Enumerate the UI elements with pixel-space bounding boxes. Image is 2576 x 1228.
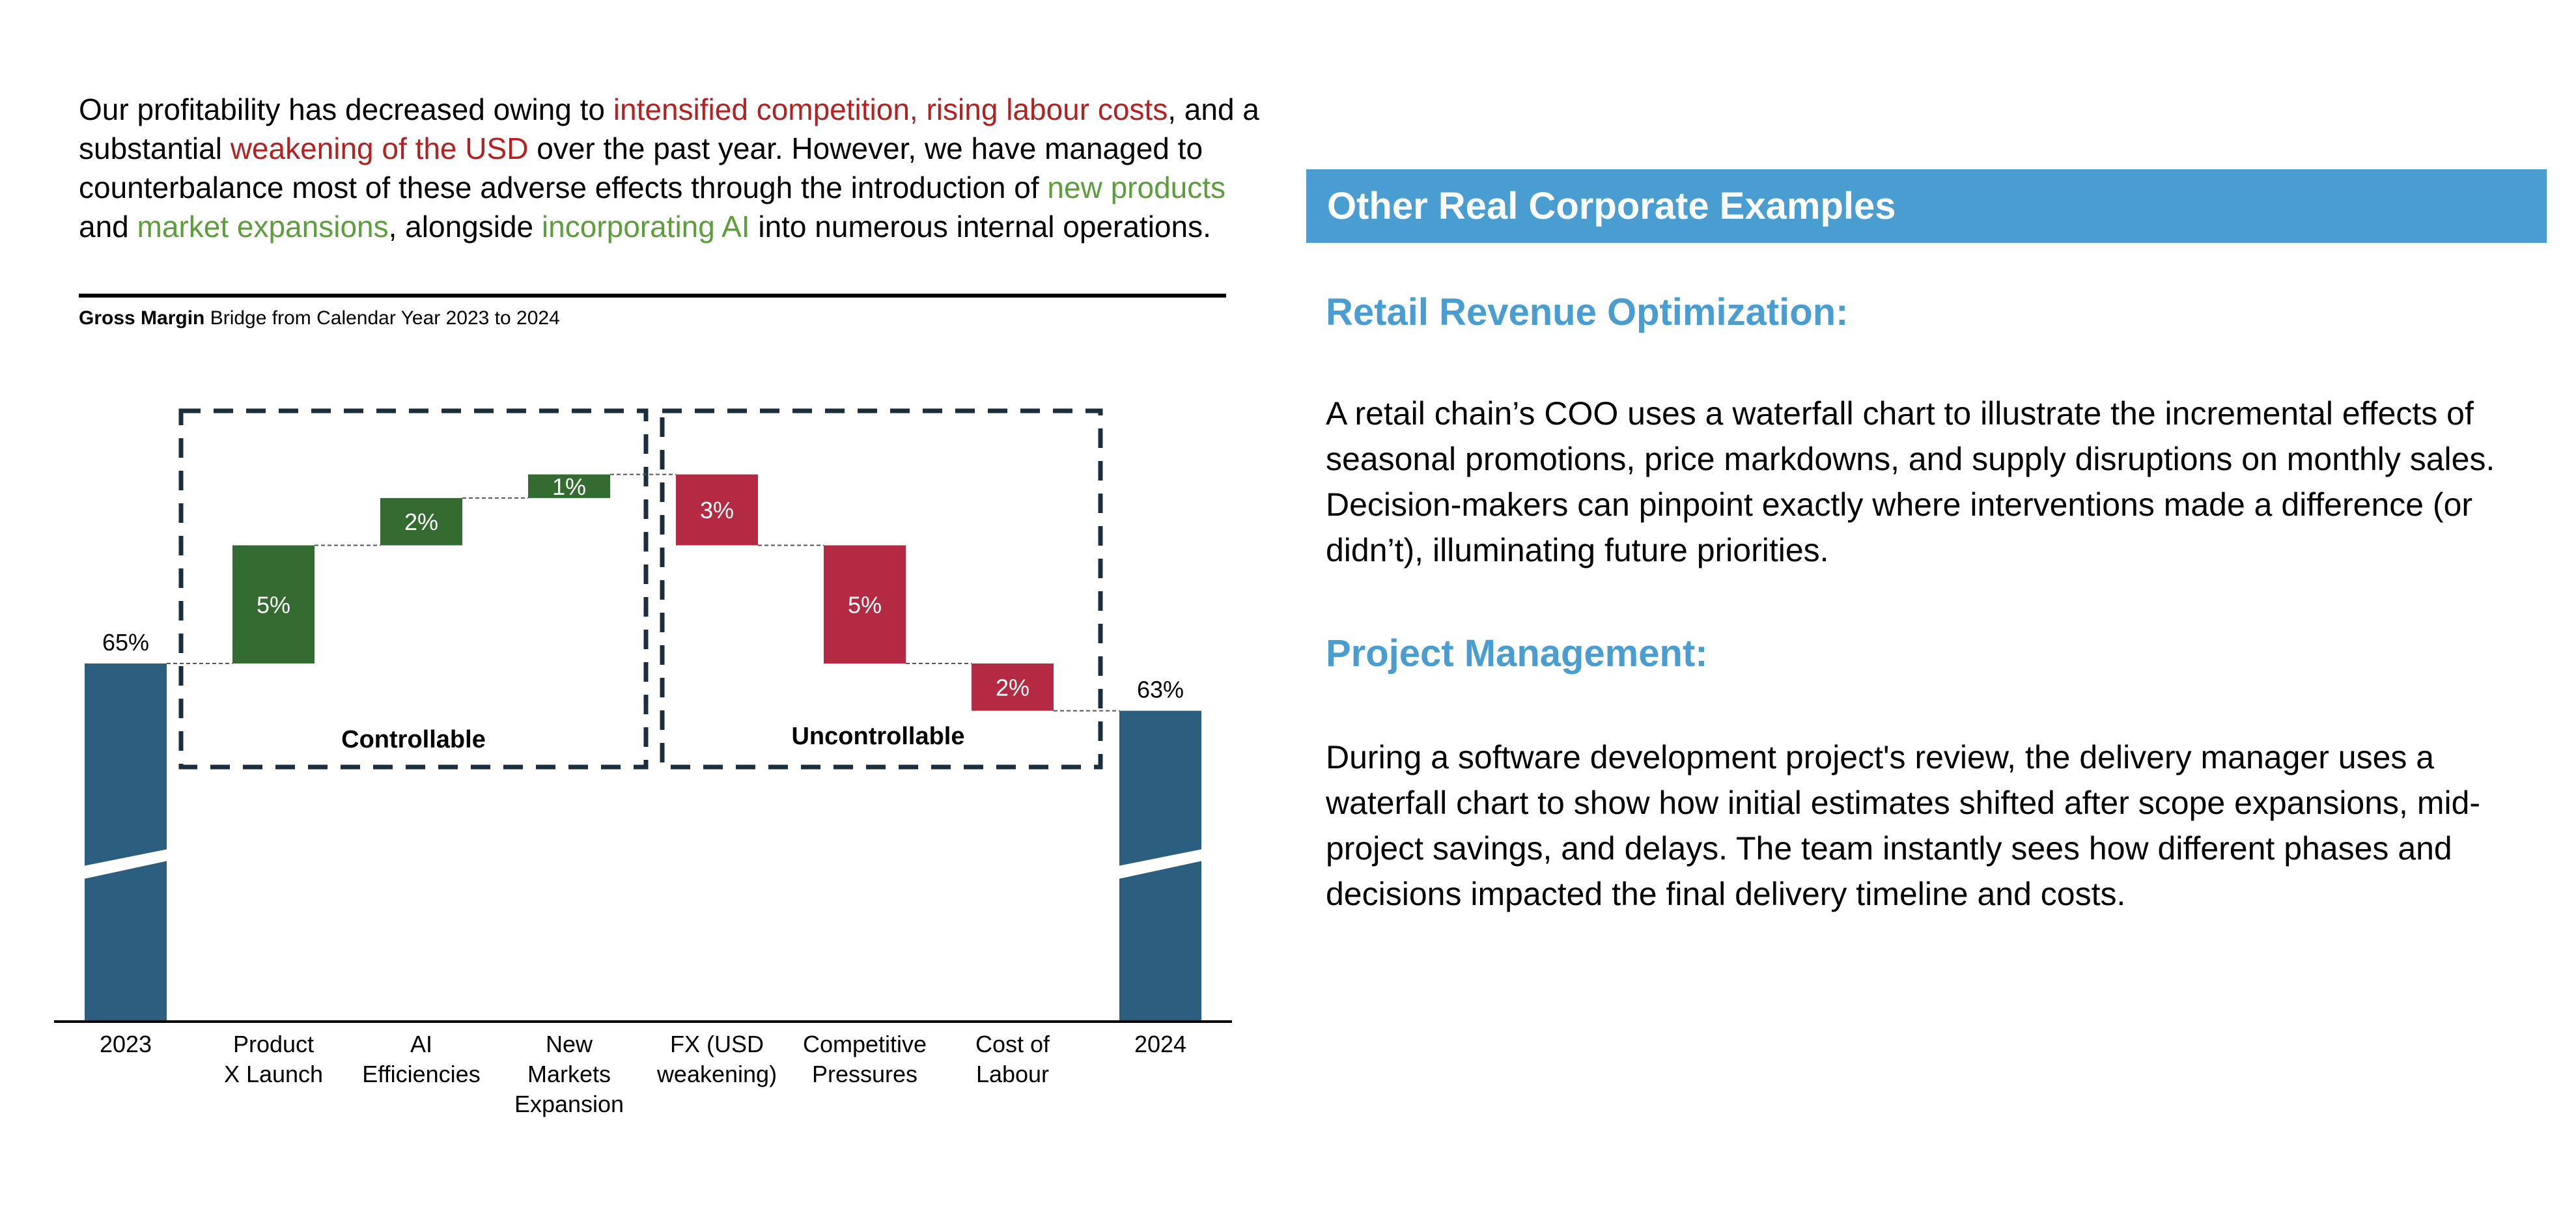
intro-segment-plain: into numerous internal operations. — [749, 210, 1211, 244]
example-title-project: Project Management: — [1326, 632, 1708, 675]
bar-increase — [232, 545, 315, 663]
category-label: weakening) — [656, 1061, 777, 1087]
category-label: AI — [410, 1031, 432, 1057]
intro-segment-positive: incorporating AI — [541, 210, 750, 244]
category-label: Competitive — [803, 1031, 927, 1057]
bar-increase — [528, 474, 610, 498]
category-label: New — [546, 1031, 593, 1057]
intro-segment-plain: over the past year. However, we have man… — [79, 132, 1203, 204]
data-label: 1% — [552, 473, 586, 500]
category-label: Cost of — [975, 1031, 1050, 1057]
bar-decrease — [676, 474, 758, 546]
axis-break-mark — [1118, 849, 1203, 879]
data-label: 65% — [102, 629, 149, 656]
category-label: Labour — [976, 1061, 1049, 1087]
intro-segment-negative: weakening of the USD — [230, 132, 529, 165]
bar-increase — [380, 497, 462, 546]
data-label: 63% — [1137, 677, 1184, 703]
example-body-project: During a software development project's … — [1326, 739, 2481, 912]
intro-segment-plain: Our profitability has decreased owing to — [79, 92, 613, 126]
group-label: Controllable — [341, 726, 486, 753]
category-label: FX (USD — [670, 1031, 764, 1057]
chart-subtitle-rest: Bridge from Calendar Year 2023 to 2024 — [204, 307, 560, 329]
intro-segment-negative: intensified competition, rising labour c… — [613, 92, 1168, 126]
category-label: Efficiencies — [362, 1061, 480, 1087]
intro-segment-plain: , and a substantial — [79, 92, 1259, 165]
data-label: 5% — [848, 591, 882, 618]
divider — [79, 294, 1226, 298]
waterfall-chart: Controllable Uncontrollable 65% 2023 5% Produ… — [54, 408, 1232, 1117]
group-box-uncontrollable — [660, 408, 1103, 770]
intro-segment-positive: new products — [1047, 171, 1226, 204]
intro-paragraph: Our profitability has decreased owing to… — [79, 90, 1264, 246]
category-label: Markets — [527, 1061, 611, 1087]
data-label: 2% — [996, 674, 1029, 701]
group-label: Uncontrollable — [791, 723, 964, 750]
data-label: 2% — [404, 509, 438, 535]
category-label: 2023 — [100, 1031, 152, 1057]
chart-subtitle: Gross Margin Bridge from Calendar Year 2… — [79, 307, 560, 329]
example-body-retail: A retail chain’s COO uses a waterfall ch… — [1326, 395, 2495, 568]
intro-segment-plain: , alongside — [388, 210, 542, 244]
intro-segment-positive: market expansions — [137, 210, 389, 244]
category-label: Expansion — [514, 1091, 624, 1117]
bar-decrease — [972, 663, 1054, 711]
category-label: Pressures — [812, 1061, 917, 1087]
intro-segment-plain: and — [79, 210, 137, 244]
examples-header: Other Real Corporate Examples — [1306, 169, 2547, 243]
data-label: 5% — [257, 591, 290, 618]
category-label: X Launch — [224, 1061, 323, 1087]
group-box-controllable — [178, 408, 649, 770]
example-title-retail: Retail Revenue Optimization: — [1326, 291, 1849, 333]
bar-decrease — [824, 545, 906, 663]
bar-total — [85, 663, 167, 1022]
category-label: Product — [233, 1031, 314, 1057]
axis-break-mark — [83, 849, 168, 879]
data-label: 3% — [700, 497, 734, 523]
category-label: 2024 — [1134, 1031, 1186, 1057]
chart-subtitle-bold: Gross Margin — [79, 307, 205, 329]
